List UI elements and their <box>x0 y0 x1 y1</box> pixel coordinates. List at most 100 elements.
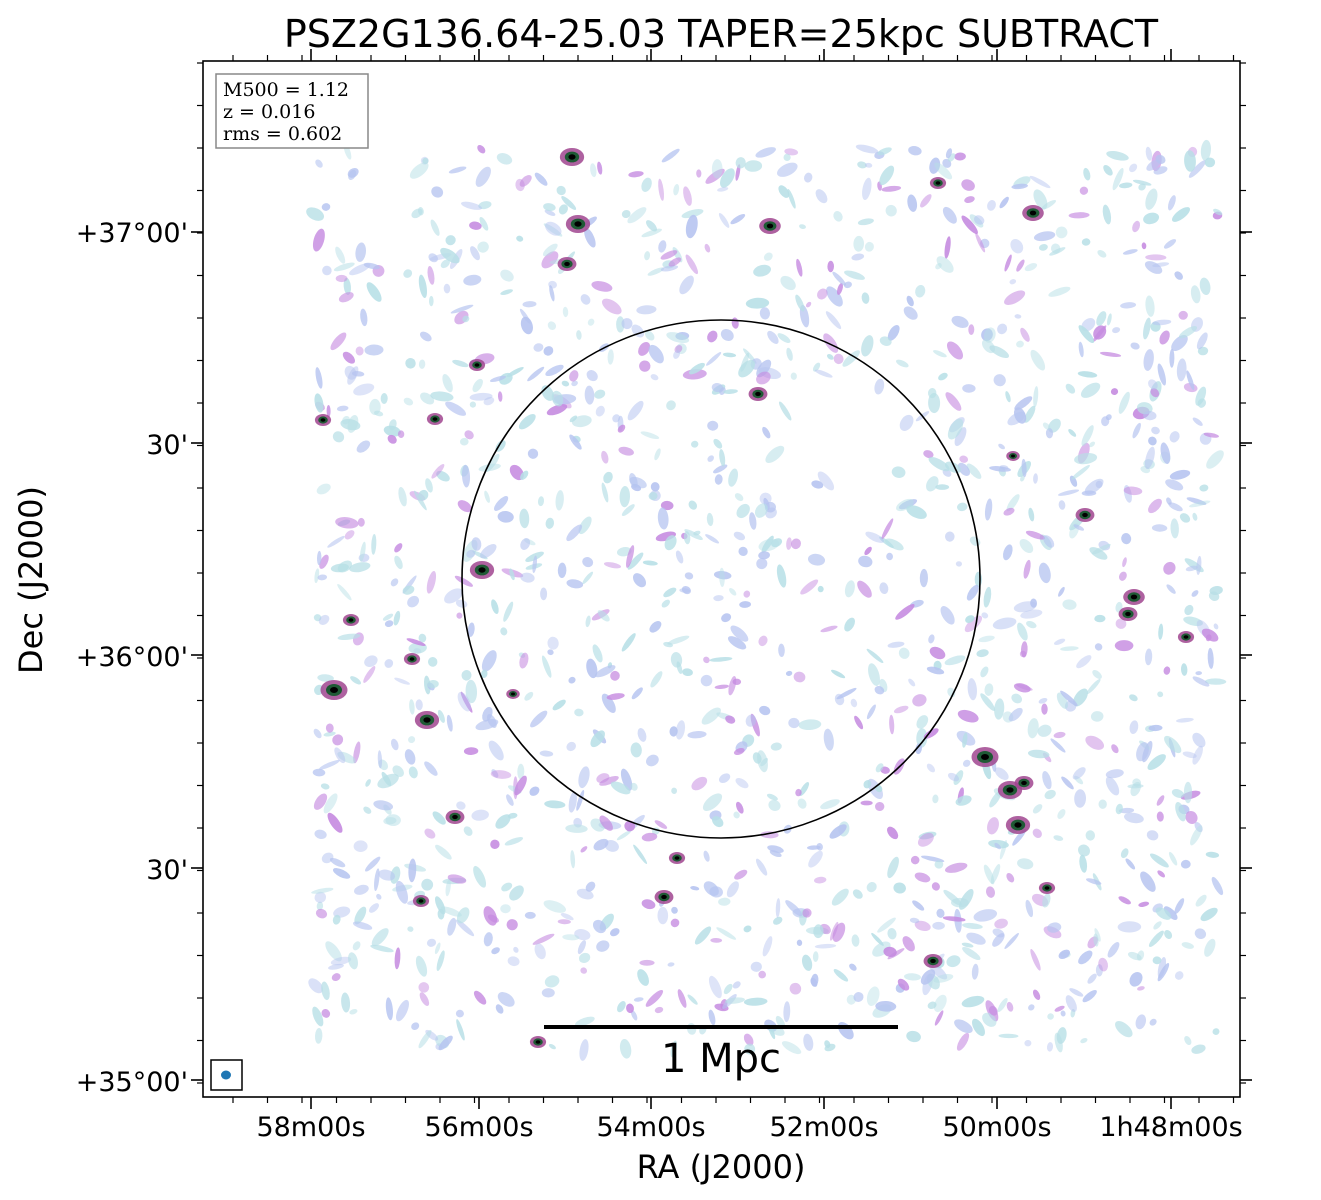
cluster-r500-circle <box>461 319 981 839</box>
noise-blob <box>500 627 508 636</box>
noise-blob <box>519 652 529 669</box>
noise-blob <box>530 710 548 728</box>
x-tick-label: 1h48m00s <box>1099 1112 1242 1143</box>
noise-blob <box>670 918 680 928</box>
noise-blob <box>1204 157 1216 168</box>
noise-blob <box>728 676 737 696</box>
noise-blob <box>627 400 644 421</box>
noise-blob <box>419 992 430 1006</box>
noise-blob <box>823 728 834 751</box>
noise-blob <box>1174 898 1185 914</box>
noise-blob <box>906 295 914 307</box>
noise-blob <box>789 982 802 995</box>
x-tick-label: 56m00s <box>424 1112 533 1143</box>
noise-blob <box>1053 835 1064 841</box>
noise-blob <box>660 250 678 260</box>
noise-blob <box>973 215 985 225</box>
noise-blob <box>377 750 383 769</box>
noise-blob <box>548 1043 556 1050</box>
noise-blob <box>314 891 327 903</box>
noise-blob <box>881 518 894 540</box>
noise-blob <box>1140 871 1156 892</box>
noise-blob <box>663 641 674 648</box>
noise-blob <box>1060 690 1078 707</box>
noise-blob <box>353 383 375 396</box>
noise-blob <box>933 974 954 983</box>
noise-blob <box>541 251 559 269</box>
info-box-frame <box>215 73 369 149</box>
noise-blob <box>1180 859 1191 869</box>
info-rms: rms = 0.602 <box>223 123 342 145</box>
radio-source <box>1014 776 1034 790</box>
noise-blob <box>708 975 722 999</box>
noise-blob <box>332 868 351 879</box>
noise-blob <box>357 517 365 527</box>
noise-blob <box>1213 623 1219 630</box>
noise-blob <box>1191 1044 1206 1054</box>
noise-blob <box>1103 164 1113 176</box>
noise-blob <box>460 437 469 446</box>
noise-blob <box>685 254 699 275</box>
noise-blob <box>1151 524 1168 532</box>
noise-blob <box>763 252 773 261</box>
noise-blob <box>370 944 394 953</box>
noise-blob <box>998 1033 1019 1039</box>
noise-blob <box>630 782 638 791</box>
noise-blob <box>887 641 905 648</box>
noise-blob <box>436 470 450 482</box>
noise-blob <box>333 262 355 272</box>
noise-blob <box>777 162 798 177</box>
noise-blob <box>759 705 771 716</box>
noise-blob <box>595 405 605 417</box>
noise-blob <box>1169 431 1180 443</box>
noise-blob <box>447 917 457 936</box>
noise-blob <box>1028 507 1035 522</box>
noise-blob <box>342 351 355 364</box>
noise-blob <box>331 973 341 982</box>
noise-blob <box>1149 853 1169 868</box>
noise-blob <box>944 655 966 666</box>
noise-blob <box>701 707 721 725</box>
noise-blob <box>723 983 733 995</box>
noise-blob <box>947 418 964 440</box>
noise-blob <box>557 919 571 925</box>
noise-blob <box>799 782 810 796</box>
noise-blob <box>831 669 846 679</box>
noise-blob <box>817 585 824 593</box>
noise-blob <box>1016 683 1033 691</box>
noise-blob <box>982 1012 997 1027</box>
noise-blob <box>396 999 409 1022</box>
noise-blob <box>805 301 812 308</box>
noise-blob <box>814 943 837 949</box>
noise-blob <box>434 942 441 955</box>
noise-blob <box>758 970 767 979</box>
noise-blob <box>1169 348 1175 368</box>
noise-blob <box>785 670 793 676</box>
noise-blob <box>455 1009 464 1018</box>
noise-blob <box>1184 604 1194 616</box>
noise-blob <box>419 331 432 342</box>
noise-blob <box>543 203 556 212</box>
noise-blob <box>1005 391 1011 403</box>
noise-blob <box>575 1016 595 1027</box>
noise-blob <box>675 550 684 564</box>
noise-blob <box>915 743 922 755</box>
noise-blob <box>689 362 705 375</box>
noise-blob <box>1144 261 1163 274</box>
noise-blob <box>312 228 325 252</box>
noise-blob <box>1033 386 1039 408</box>
noise-blob <box>765 445 785 463</box>
noise-blob <box>796 258 803 277</box>
noise-blob <box>430 391 454 402</box>
noise-blob <box>801 954 813 971</box>
noise-blob <box>1079 186 1089 195</box>
noise-blob <box>739 601 751 608</box>
noise-blob <box>1069 988 1084 997</box>
beam-ellipse <box>221 1070 231 1080</box>
noise-blob <box>730 625 749 642</box>
noise-blob <box>722 352 737 358</box>
noise-blob <box>1048 286 1071 297</box>
noise-blob <box>1025 899 1034 918</box>
noise-blob <box>1186 497 1207 505</box>
noise-blob <box>711 816 724 828</box>
